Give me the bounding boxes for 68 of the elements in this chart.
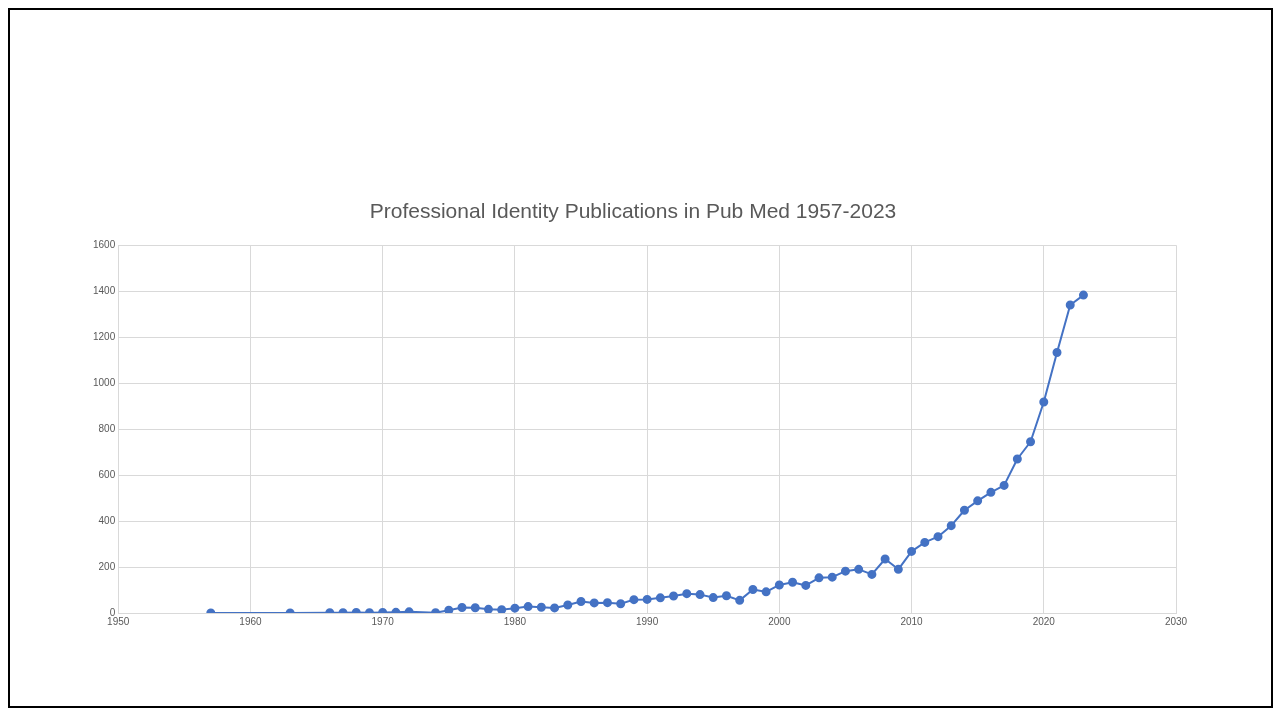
point (999, 480, 1009, 490)
point (959, 505, 969, 515)
point (629, 595, 639, 605)
x-tick-label: 2010 (900, 615, 924, 627)
point (986, 487, 996, 497)
y-tick-label: 1400 (93, 284, 116, 296)
point (946, 521, 956, 531)
point (827, 572, 837, 582)
x-tick-label: 2000 (768, 615, 791, 627)
point (1039, 397, 1049, 407)
point (682, 589, 692, 599)
point (470, 603, 480, 613)
point (523, 602, 533, 612)
point (840, 566, 850, 576)
point (854, 564, 864, 574)
point (1065, 300, 1075, 310)
point (788, 577, 798, 587)
point (774, 580, 784, 590)
x-tick-label: 1950 (107, 615, 130, 627)
point (563, 600, 573, 610)
point (444, 605, 454, 613)
y-tick-label: 1200 (93, 330, 116, 342)
point (748, 585, 758, 595)
x-tick-label: 2020 (1032, 615, 1056, 627)
chart-title: Professional Identity Publications in Pub Med 1957-2023 (369, 199, 897, 223)
y-tick-label: 1600 (93, 238, 116, 250)
point (801, 580, 811, 590)
point (589, 598, 599, 608)
y-tick-label: 600 (98, 468, 116, 480)
point (893, 564, 903, 574)
x-tick-label: 1970 (371, 615, 395, 627)
point (721, 591, 731, 601)
point (602, 598, 612, 608)
point (1078, 290, 1088, 300)
point (920, 537, 930, 547)
point (1012, 454, 1022, 464)
point (907, 546, 917, 556)
point (735, 595, 745, 605)
point (550, 603, 560, 613)
point (973, 496, 983, 506)
point (708, 593, 718, 603)
point (695, 590, 705, 600)
point (933, 532, 943, 542)
point (669, 591, 679, 601)
y-tick-label: 200 (98, 560, 116, 572)
y-tick-label: 0 (109, 606, 116, 618)
point (483, 604, 493, 613)
point (1052, 348, 1062, 358)
point (536, 602, 546, 612)
y-tick-label: 800 (98, 422, 116, 434)
point (616, 599, 626, 609)
point (457, 602, 467, 612)
point (814, 573, 824, 583)
x-tick-label: 1980 (503, 615, 527, 627)
point (510, 603, 520, 613)
y-tick-label: 1000 (93, 376, 116, 388)
x-tick-label: 1990 (636, 615, 659, 627)
x-tick-label: 1960 (239, 615, 263, 627)
y-tick-label: 400 (98, 514, 116, 526)
point (655, 593, 665, 603)
point (761, 587, 771, 597)
point (576, 597, 586, 607)
point (1026, 437, 1036, 447)
x-tick-label: 2030 (1164, 615, 1188, 627)
point (642, 594, 652, 604)
point (497, 605, 507, 613)
point (867, 569, 877, 579)
point (880, 554, 890, 564)
